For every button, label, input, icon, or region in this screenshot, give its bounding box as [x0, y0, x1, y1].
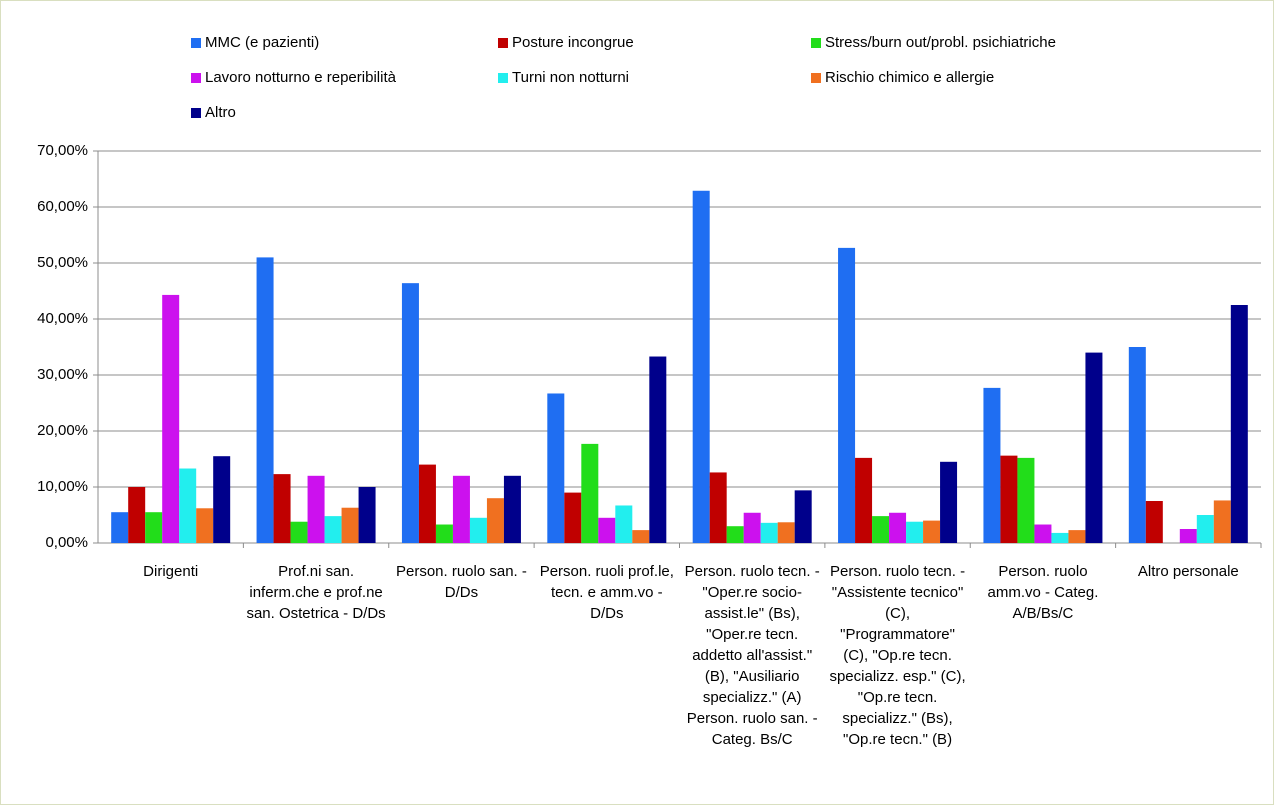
bar	[855, 457, 873, 543]
bar	[1128, 347, 1146, 543]
bar	[1145, 501, 1163, 543]
x-tick-label: Person. ruolo san. - D/Ds	[395, 563, 527, 601]
bar	[503, 475, 521, 543]
legend-swatch	[191, 38, 201, 48]
bar	[547, 393, 565, 543]
y-tick-label: 10,00%	[37, 478, 88, 495]
bar	[435, 524, 453, 543]
bar	[1000, 455, 1018, 543]
bar	[923, 520, 941, 543]
legend-swatch	[811, 73, 821, 83]
bar	[358, 487, 376, 543]
legend-label: Turni non notturni	[512, 69, 629, 86]
bar	[581, 443, 599, 543]
bar	[983, 387, 1001, 543]
x-tick-label: Person. ruolo amm.vo - Categ. A/B/Bs/C	[987, 563, 1099, 622]
bar	[196, 508, 214, 543]
bar	[777, 522, 795, 543]
bar	[1017, 457, 1035, 543]
legend-swatch	[498, 38, 508, 48]
bar	[256, 257, 274, 543]
bar	[709, 472, 727, 543]
bar	[1196, 515, 1214, 543]
bar	[290, 521, 308, 543]
bar	[726, 526, 744, 543]
bar	[760, 522, 778, 543]
y-tick-label: 60,00%	[37, 198, 88, 215]
legend-label: MMC (e pazienti)	[205, 34, 319, 51]
bar	[1213, 500, 1231, 543]
legend-label: Altro	[205, 104, 236, 121]
y-tick-label: 30,00%	[37, 366, 88, 383]
bar	[743, 512, 761, 543]
bar	[615, 505, 633, 543]
bar	[341, 507, 359, 543]
bar	[179, 468, 197, 543]
bar	[632, 530, 650, 543]
bar	[273, 474, 291, 543]
legend-swatch	[191, 73, 201, 83]
legend-swatch	[811, 38, 821, 48]
bar	[889, 512, 907, 543]
bar	[307, 475, 325, 543]
x-tick-label: Person. ruoli prof.le, tecn. e amm.vo - …	[539, 563, 674, 622]
bar	[1230, 305, 1248, 543]
legend-label: Rischio chimico e allergie	[825, 69, 994, 86]
y-tick-label: 20,00%	[37, 422, 88, 439]
bar	[906, 521, 924, 543]
bar	[872, 516, 890, 543]
bar	[1051, 532, 1069, 543]
bar	[145, 512, 163, 543]
bar	[469, 517, 487, 543]
bar	[162, 294, 180, 543]
bar	[486, 498, 504, 543]
bar	[1085, 352, 1103, 543]
x-tick-label: Altro personale	[1137, 563, 1239, 580]
bar	[649, 356, 667, 543]
y-tick-label: 0,00%	[45, 534, 88, 551]
x-tick-label: Person. ruolo tecn. - "Oper.re socio-ass…	[684, 563, 820, 748]
bar	[452, 475, 470, 543]
legend-swatch	[191, 108, 201, 118]
y-tick-label: 50,00%	[37, 254, 88, 271]
legend-label: Lavoro notturno e reperibilità	[205, 69, 397, 86]
bar	[418, 464, 436, 543]
bar	[1179, 529, 1197, 543]
bar	[213, 456, 231, 543]
bar	[1068, 530, 1086, 543]
x-tick-label: Prof.ni san. inferm.che e prof.ne san. O…	[246, 563, 386, 622]
y-tick-label: 40,00%	[37, 310, 88, 327]
y-tick-label: 70,00%	[37, 142, 88, 159]
bar	[598, 517, 616, 543]
bar	[564, 492, 582, 543]
x-tick-label: Dirigenti	[143, 563, 199, 580]
bar	[401, 283, 419, 543]
bar	[794, 490, 812, 543]
bar	[324, 516, 342, 543]
x-tick-label: Person. ruolo tecn. - "Assistente tecnic…	[829, 563, 966, 748]
bar	[692, 190, 710, 543]
bar	[1034, 524, 1052, 543]
legend-swatch	[498, 73, 508, 83]
bar	[111, 512, 129, 543]
bar	[940, 461, 958, 543]
legend-label: Stress/burn out/probl. psichiatriche	[825, 34, 1056, 51]
legend-label: Posture incongrue	[512, 34, 634, 51]
bar	[128, 487, 146, 543]
bar	[838, 247, 856, 543]
